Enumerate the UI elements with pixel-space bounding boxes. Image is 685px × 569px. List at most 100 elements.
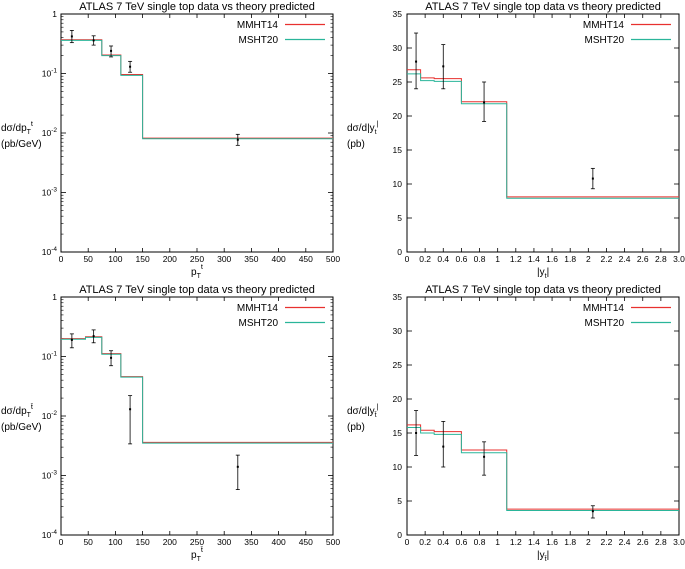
x-tick-label: 0.2	[419, 254, 431, 264]
data-point	[128, 395, 133, 445]
plot-frame	[406, 13, 680, 253]
x-tick-label: 1.8	[564, 537, 576, 547]
x-tick-label: 0	[405, 537, 410, 547]
y-tick-base: 10	[42, 69, 52, 79]
x-tick-label: 2.2	[601, 254, 613, 264]
x-label-subscript: T	[197, 556, 202, 563]
legend-label-mmht14: MMHT14	[583, 20, 625, 31]
x-label-subscript: T	[197, 273, 202, 280]
x-tick-label: 2.4	[619, 254, 631, 264]
x-axis-label: |yt|	[537, 267, 549, 280]
chart-title: ATLAS 7 TeV single top data vs theory pr…	[425, 284, 661, 296]
x-tick-label: 1	[495, 254, 500, 264]
y-label-subscript: T	[27, 412, 32, 419]
x-tick-label: 1.4	[528, 537, 540, 547]
data-marker	[442, 65, 445, 68]
x-label-main: |y	[537, 550, 545, 561]
data-marker	[129, 65, 132, 68]
y-axis-units: (pb)	[347, 139, 365, 150]
x-axis-label: |yt̄|	[537, 550, 549, 563]
chart-title: ATLAS 7 TeV single top data vs theory pr…	[79, 1, 315, 13]
data-marker	[483, 101, 486, 104]
y-tick-exponent: -1	[51, 68, 57, 75]
data-point	[91, 329, 96, 344]
x-tick-label: 300	[217, 254, 231, 264]
data-marker	[591, 177, 594, 180]
x-tick-label: 2.2	[601, 537, 613, 547]
y-label-main: dσ/d|y	[347, 123, 375, 134]
y-axis-label: dσ/d|yt̄|	[347, 402, 379, 419]
data-point	[441, 44, 446, 90]
legend-label-msht20: MSHT20	[585, 318, 625, 329]
chart-title: ATLAS 7 TeV single top data vs theory pr…	[79, 284, 315, 296]
y-tick-label: 30	[393, 326, 403, 336]
y-tick-base: 10	[42, 247, 52, 257]
y-tick-base: 10	[42, 411, 52, 421]
legend-label-msht20: MSHT20	[585, 35, 625, 46]
x-label-bar: |	[547, 267, 550, 278]
y-tick-exponent: -3	[51, 187, 57, 194]
data-marker	[70, 338, 73, 341]
data-marker	[442, 445, 445, 448]
x-tick-label: 2.6	[637, 254, 649, 264]
y-tick-label: 25	[393, 360, 403, 370]
data-point	[414, 410, 419, 456]
x-tick-label: 3.0	[673, 254, 685, 264]
plot-frame	[406, 296, 680, 536]
y-tick-base: 1	[52, 292, 57, 302]
x-tick-label: 300	[217, 537, 231, 547]
y-label-main: dσ/d|y	[347, 406, 375, 417]
y-tick-exponent: -2	[51, 127, 57, 134]
y-tick-base: 10	[42, 188, 52, 198]
x-tick-label: 0.2	[419, 537, 431, 547]
y-label-superscript: |	[377, 402, 379, 411]
data-point	[109, 350, 114, 367]
y-tick-label: 1	[52, 292, 57, 302]
y-tick-label: 10-4	[42, 529, 58, 540]
y-label-superscript: t	[31, 119, 34, 128]
chart-panel-1: ATLAS 7 TeV single top data vs theory pr…	[1, 1, 340, 280]
x-tick-label: 500	[326, 537, 340, 547]
x-label-subscript: t	[545, 273, 547, 280]
data-point	[441, 421, 446, 468]
data-marker	[70, 35, 73, 38]
x-tick-label: 400	[272, 537, 286, 547]
x-label-subscript: t̄	[544, 555, 546, 563]
x-tick-label: 250	[190, 537, 204, 547]
x-tick-label: 1.8	[564, 254, 576, 264]
data-marker	[591, 510, 594, 513]
y-tick-label: 25	[393, 77, 403, 87]
data-marker	[483, 455, 486, 458]
x-tick-label: 0.4	[437, 537, 449, 547]
data-marker	[92, 39, 95, 42]
x-label-main: |y	[537, 267, 545, 278]
x-tick-label: 350	[244, 254, 258, 264]
y-tick-label: 10	[393, 179, 403, 189]
x-axis-label: pTt	[191, 262, 204, 280]
y-label-superscript: |	[377, 119, 379, 128]
y-tick-label: 15	[393, 428, 403, 438]
y-tick-label: 10-2	[42, 127, 58, 138]
data-marker	[110, 356, 113, 359]
y-label-subscript: T	[27, 129, 32, 136]
y-label-main: dσ/dp	[1, 406, 27, 417]
y-axis-label: dσ/d|yt|	[347, 119, 379, 136]
y-tick-exponent: -1	[51, 351, 57, 358]
x-tick-label: 2.6	[637, 537, 649, 547]
y-tick-exponent: -2	[51, 410, 57, 417]
y-tick-base: 10	[42, 471, 52, 481]
plot-frame	[60, 296, 334, 536]
x-tick-label: 0.6	[455, 537, 467, 547]
y-tick-label: 10-1	[42, 351, 58, 362]
x-tick-label: 1.6	[546, 254, 558, 264]
data-point	[128, 60, 133, 73]
y-tick-label: 10-3	[42, 470, 58, 481]
x-tick-label: 0.6	[455, 254, 467, 264]
legend-label-mmht14: MMHT14	[237, 303, 279, 314]
chart-panel-2: ATLAS 7 TeV single top data vs theory pr…	[347, 1, 685, 280]
legend-label-msht20: MSHT20	[239, 35, 279, 46]
y-tick-label: 10-1	[42, 68, 58, 79]
x-tick-label: 0	[59, 254, 64, 264]
y-tick-label: 15	[393, 145, 403, 155]
